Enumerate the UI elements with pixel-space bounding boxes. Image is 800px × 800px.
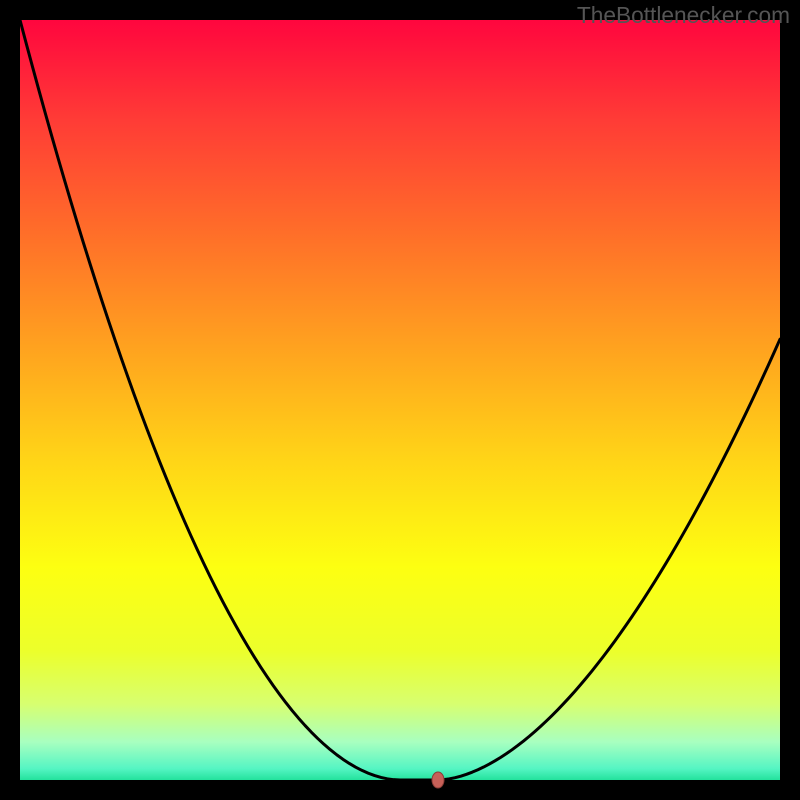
plot-area (20, 20, 780, 780)
chart-container: TheBottlenecker.com (0, 0, 800, 800)
watermark-text: TheBottlenecker.com (577, 2, 790, 29)
bottleneck-chart (0, 0, 800, 800)
minimum-marker (432, 772, 444, 788)
